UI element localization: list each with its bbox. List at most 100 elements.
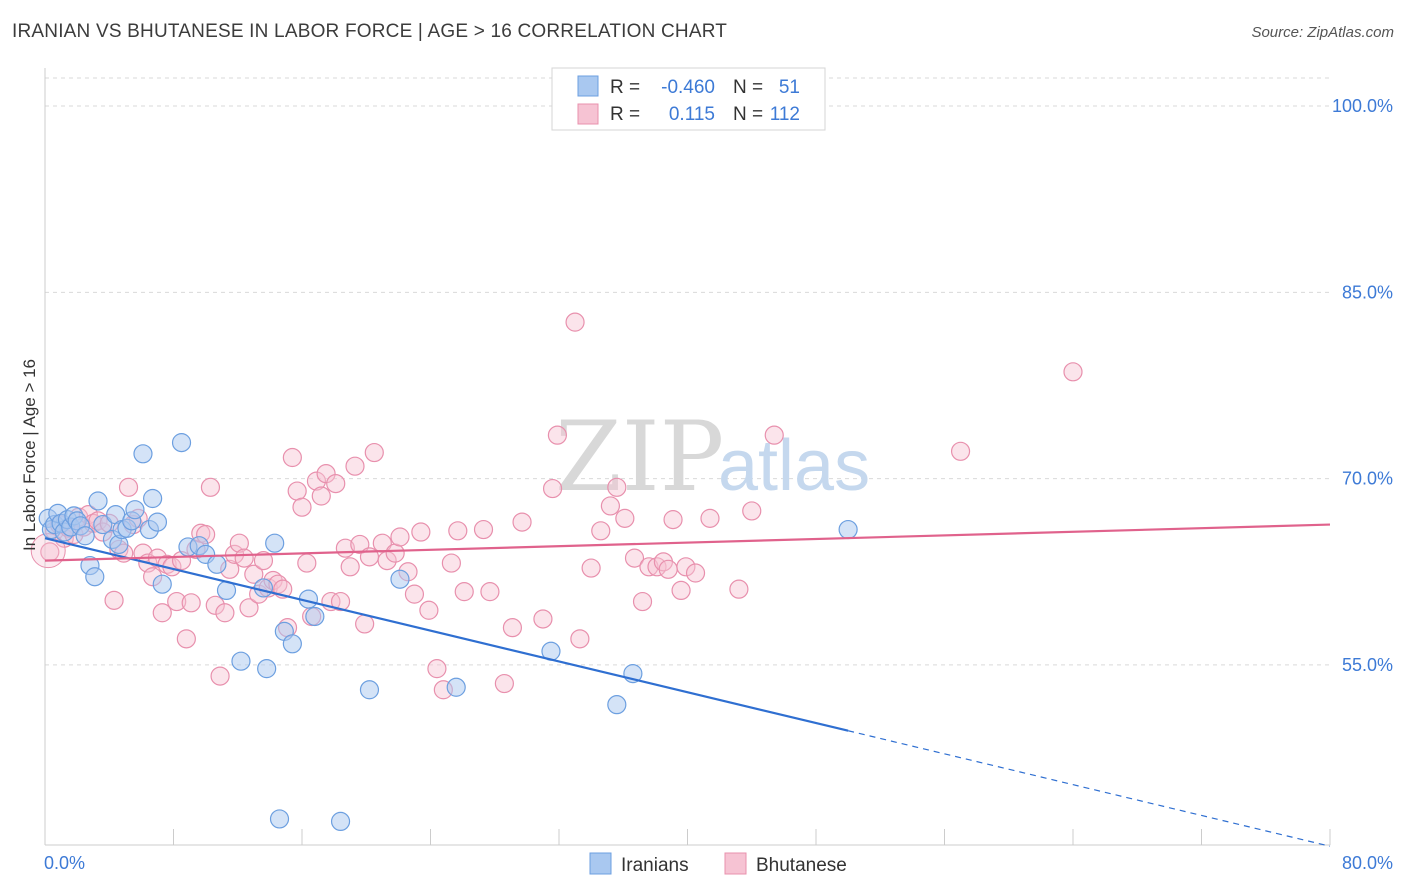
y-tick-labels: 55.0% 70.0% 85.0% 100.0% — [1332, 96, 1393, 675]
x-tick-labels: 0.0% 80.0% — [44, 853, 1393, 873]
bhutanese-point-44 — [253, 550, 274, 571]
bhutanese-point-42 — [244, 564, 264, 584]
bhutanese-point-52 — [292, 497, 312, 517]
iranians-point-26 — [147, 512, 168, 532]
bhutanese-point-104 — [676, 557, 696, 577]
iranians-point-15 — [93, 514, 113, 535]
trend-lines — [44, 523, 1331, 847]
bhutanese-point-73 — [404, 584, 425, 604]
bhutanese-point-63 — [345, 456, 365, 476]
watermark-zip: ZIP — [555, 401, 724, 513]
bhutanese-point-88 — [547, 425, 567, 445]
legend-n-label-bhutanese: N = — [733, 104, 763, 125]
legend-n-value-bhutanese: 112 — [770, 104, 800, 125]
bhutanese-point-92 — [591, 521, 611, 541]
y-tick-label-0: 55.0% — [1342, 655, 1393, 675]
bhutanese-point-16 — [118, 477, 139, 497]
bhutanese-point-76 — [427, 659, 447, 679]
bhutanese-point-99 — [647, 557, 667, 577]
iranians-point-23 — [133, 444, 153, 464]
iranians-trend-line — [44, 537, 849, 732]
bhutanese-point-39 — [229, 533, 249, 553]
bhutanese-point-106 — [700, 508, 720, 528]
bhutanese-point-13 — [104, 590, 124, 610]
iranians-point-46 — [446, 677, 466, 697]
y-axis-label: In Labor Force | Age > 16 — [20, 359, 39, 551]
iranians-point-36 — [257, 659, 277, 679]
bhutanese-point-74 — [411, 522, 431, 542]
bhutanese-point-56 — [311, 486, 331, 506]
bhutanese-point-107 — [729, 579, 749, 599]
legend-n-label-iranians: N = — [733, 77, 763, 98]
bhutanese-point-23 — [152, 603, 172, 623]
bhutanese-point-40 — [234, 548, 254, 568]
iranians-point-13 — [85, 567, 105, 587]
watermark-atlas: atlas — [718, 426, 870, 506]
bottom-legend-swatch-bhutanese — [724, 852, 747, 875]
bhutanese-point-97 — [632, 591, 653, 612]
bhutanese-point-57 — [316, 464, 336, 484]
bhutanese-point-108 — [742, 501, 762, 521]
bhutanese-point-28 — [176, 629, 196, 649]
iranians-point-22 — [125, 500, 145, 520]
bhutanese-point-109 — [764, 425, 784, 445]
bhutanese-point-94 — [607, 477, 627, 497]
bhutanese-point-62 — [340, 557, 360, 577]
bhutanese-point-95 — [615, 508, 635, 528]
bhutanese-point-89 — [565, 312, 585, 332]
bhutanese-point-71 — [390, 527, 410, 547]
iranians-point-32 — [207, 554, 227, 574]
watermark: ZIP atlas — [555, 401, 870, 513]
iranians-point-35 — [253, 578, 274, 598]
bhutanese-point-86 — [533, 609, 553, 629]
iranians-point-45 — [390, 569, 410, 589]
bhutanese-point-90 — [570, 629, 590, 649]
bhutanese-points — [30, 312, 1083, 700]
bhutanese-point-93 — [600, 496, 621, 516]
bhutanese-point-36 — [215, 603, 235, 623]
iranians-point-40 — [282, 634, 302, 654]
x-tick-label-max: 80.0% — [1342, 853, 1393, 873]
y-tick-label-2: 85.0% — [1342, 282, 1393, 302]
bhutanese-point-50 — [282, 447, 302, 468]
bhutanese-point-111 — [1063, 362, 1083, 382]
y-tick-label-3: 100.0% — [1332, 96, 1393, 116]
iranians-point-42 — [305, 606, 325, 627]
bhutanese-trend-line — [44, 523, 1331, 562]
iranians-point-50 — [838, 519, 858, 540]
iranians-point-37 — [265, 533, 285, 553]
iranians-point-28 — [171, 433, 192, 453]
bhutanese-point-85 — [512, 512, 532, 532]
legend-swatch-bhutanese — [577, 103, 599, 125]
bhutanese-point-87 — [542, 478, 563, 499]
iranians-point-11 — [75, 526, 95, 546]
bhutanese-point-34 — [205, 595, 225, 615]
bhutanese-point-103 — [671, 580, 691, 601]
bhutanese-point-35 — [210, 666, 230, 686]
bhutanese-point-84 — [502, 618, 523, 638]
iranians-trend-extension — [847, 730, 1331, 847]
bottom-legend-label-bhutanese: Bhutanese — [756, 855, 847, 876]
bottom-legend-label-iranians: Iranians — [621, 855, 689, 876]
bhutanese-point-98 — [639, 557, 659, 577]
bhutanese-point-67 — [364, 442, 384, 463]
bhutanese-point-110 — [950, 441, 971, 461]
iranians-point-44 — [359, 680, 380, 700]
y-tick-label-1: 70.0% — [1342, 469, 1393, 489]
iranians-point-14 — [88, 491, 108, 511]
bottom-legend-swatch-iranians — [589, 852, 612, 875]
iranians-point-48 — [607, 695, 627, 715]
series-legend: Iranians Bhutanese — [589, 852, 847, 876]
chart-title: IRANIAN VS BHUTANESE IN LABOR FORCE | AG… — [12, 21, 728, 42]
bhutanese-point-26 — [167, 591, 187, 612]
legend-r-label-iranians: R = — [610, 77, 640, 98]
bhutanese-point-60 — [330, 591, 351, 612]
bhutanese-point-55 — [306, 471, 327, 491]
bhutanese-point-75 — [419, 600, 439, 620]
bhutanese-point-83 — [494, 673, 514, 694]
source-credit: Source: ZipAtlas.com — [1251, 24, 1394, 41]
bhutanese-point-101 — [658, 559, 678, 579]
legend-r-value-iranians: -0.460 — [661, 77, 715, 98]
iranians-point-34 — [231, 651, 251, 671]
